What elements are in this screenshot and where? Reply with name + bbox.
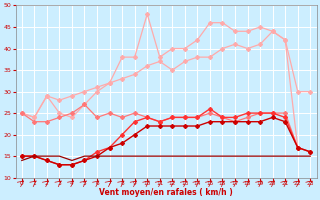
- X-axis label: Vent moyen/en rafales ( km/h ): Vent moyen/en rafales ( km/h ): [99, 188, 233, 197]
